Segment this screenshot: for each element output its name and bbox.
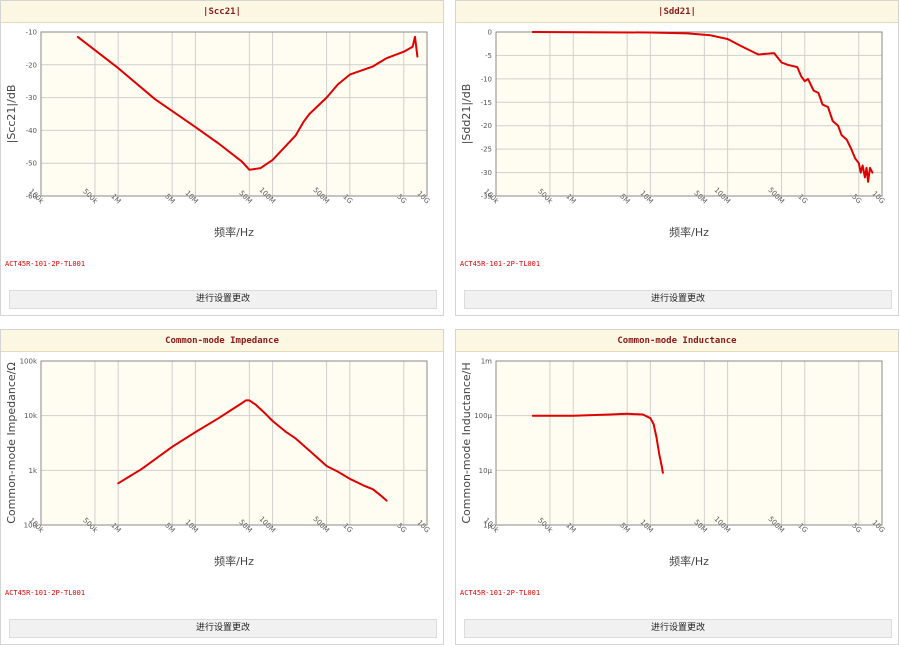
x-tick-label: 10G [870, 190, 886, 206]
series-line [117, 399, 388, 502]
panel-title: |Sdd21| [456, 1, 898, 23]
x-axis-title: 频率/Hz [214, 554, 254, 568]
settings-button[interactable]: 进行设置更改 [464, 619, 892, 638]
y-tick-label: -30 [26, 94, 37, 102]
x-axis-title: 频率/Hz [669, 554, 709, 568]
y-tick-label: -30 [481, 169, 492, 177]
y-tick-label: -50 [26, 160, 37, 168]
impedance-panel: Common-mode Impedance 100 1k 10k 100k 100k 50… [0, 329, 444, 645]
y-tick-label: 100μ [474, 412, 492, 420]
y-axis-title: |Scc21|/dB [5, 85, 18, 144]
y-tick-label: -5 [485, 52, 492, 60]
y-tick-label: 10μ [479, 467, 493, 475]
model-number: ACT45R-101-2P-TL001 [5, 260, 86, 268]
y-tick-label: -20 [26, 61, 37, 69]
y-tick-label: -25 [481, 146, 492, 154]
panel-title: Common-mode Inductance [456, 330, 898, 352]
plot-border [40, 31, 428, 197]
series-line [531, 412, 664, 474]
y-tick-label: -40 [26, 127, 37, 135]
y-tick-label: 100 [24, 522, 37, 530]
x-axis-title: 频率/Hz [669, 225, 709, 239]
scc21-panel: |Scc21| -10 -20 -30 -40 -50 -60 100k 500k 1M 5M 10… [0, 0, 444, 316]
y-tick-label: -20 [481, 122, 492, 130]
series-line [76, 35, 419, 171]
model-number: ACT45R-101-2P-TL001 [460, 260, 541, 268]
x-tick-label: 10G [870, 519, 886, 535]
y-tick-label: 1k [28, 467, 37, 475]
y-tick-label: 100k [20, 358, 38, 366]
y-tick-label: -15 [481, 99, 492, 107]
panel-title: |Scc21| [1, 1, 443, 23]
y-tick-label: 0 [488, 29, 492, 37]
plot-border [40, 360, 428, 526]
y-tick-label: -60 [26, 193, 37, 201]
sdd21-panel: |Sdd21| 0 -5 -10 -15 -20 -25 -30 -35 100k 500k 1M 5… [455, 0, 899, 316]
model-number: ACT45R-101-2P-TL001 [5, 589, 86, 597]
y-tick-label: 1μ [483, 522, 492, 530]
plot-area [41, 361, 427, 525]
y-axis-title: Common-mode Inductance/H [460, 362, 473, 523]
y-tick-label: -10 [26, 29, 37, 37]
inductance-panel: Common-mode Inductance 1μ 10μ 100μ 1m 100k 50… [455, 329, 899, 645]
y-tick-label: 10k [24, 412, 38, 420]
y-tick-label: -35 [481, 193, 492, 201]
plot-border [495, 360, 883, 526]
plot-area [41, 32, 427, 196]
plot-area [496, 361, 882, 525]
plot-area [496, 32, 882, 196]
x-tick-label: 10G [415, 519, 431, 535]
panel-title: Common-mode Impedance [1, 330, 443, 352]
model-number: ACT45R-101-2P-TL001 [460, 589, 541, 597]
y-axis-title: Common-mode Impedance/Ω [5, 362, 18, 524]
settings-button[interactable]: 进行设置更改 [9, 619, 437, 638]
y-tick-label: -10 [481, 75, 492, 83]
y-axis-title: |Sdd21|/dB [460, 84, 473, 145]
plot-border [495, 31, 883, 197]
x-tick-label: 10G [415, 190, 431, 206]
series-line [531, 31, 874, 183]
x-axis-title: 频率/Hz [214, 225, 254, 239]
y-tick-label: 1m [481, 358, 492, 366]
settings-button[interactable]: 进行设置更改 [464, 290, 892, 309]
settings-button[interactable]: 进行设置更改 [9, 290, 437, 309]
